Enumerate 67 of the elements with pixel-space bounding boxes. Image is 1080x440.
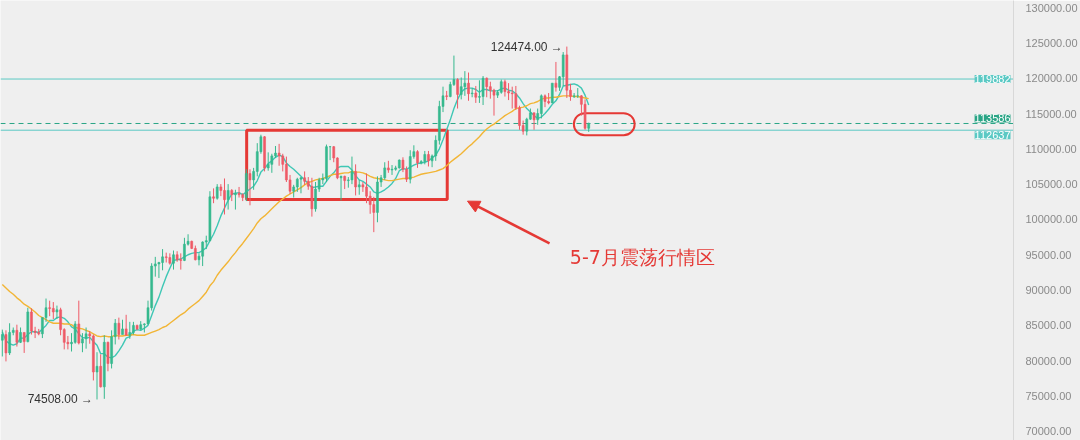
candlestick bbox=[248, 168, 252, 206]
candlestick bbox=[234, 189, 237, 211]
candlestick bbox=[354, 163, 357, 196]
candlestick bbox=[73, 320, 77, 345]
candlestick bbox=[95, 351, 99, 400]
candlestick bbox=[226, 183, 230, 211]
y-tick-label: 125000.00 bbox=[1025, 36, 1078, 49]
y-tick-label: 105000.00 bbox=[1025, 178, 1078, 191]
candlestick bbox=[532, 112, 536, 131]
candlestick bbox=[84, 327, 88, 350]
candlestick bbox=[99, 353, 102, 389]
candlestick bbox=[22, 331, 26, 354]
candlestick bbox=[223, 177, 226, 215]
y-tick-label: 70000.00 bbox=[1025, 425, 1072, 438]
y-tick-label: 90000.00 bbox=[1025, 284, 1072, 297]
annotation: 74508.00 → bbox=[27, 392, 94, 407]
candlestick bbox=[4, 329, 8, 362]
y-tick-label: 110000.00 bbox=[1025, 142, 1077, 155]
candlestick bbox=[168, 252, 172, 266]
candlestick bbox=[30, 307, 33, 336]
candlestick bbox=[543, 93, 547, 108]
candlestick bbox=[390, 164, 394, 176]
candlestick bbox=[266, 151, 270, 172]
candlestick bbox=[55, 305, 59, 320]
candlestick bbox=[270, 153, 274, 174]
candlestick bbox=[463, 70, 467, 97]
y-tick-label: 115000.00 bbox=[1025, 107, 1077, 120]
candlestick bbox=[365, 173, 368, 204]
candlestick bbox=[15, 324, 19, 348]
y-tick-label: 85000.00 bbox=[1025, 319, 1072, 332]
candlestick bbox=[201, 240, 204, 267]
candlestick bbox=[478, 79, 481, 104]
ref-line-label: 112637 bbox=[974, 129, 1011, 142]
candlestick bbox=[481, 75, 485, 106]
candlestick bbox=[237, 186, 241, 199]
candlestick bbox=[77, 300, 81, 345]
candlestick bbox=[510, 86, 514, 110]
candlestick bbox=[554, 61, 558, 93]
candlestick bbox=[299, 176, 303, 194]
candlestick bbox=[310, 177, 314, 218]
candlestick bbox=[561, 51, 565, 87]
candlestick bbox=[456, 77, 459, 110]
candlestick bbox=[470, 87, 474, 98]
candlestick bbox=[277, 143, 281, 167]
candlestick bbox=[179, 252, 183, 271]
annotation: 5-7月震荡行情区 bbox=[569, 245, 715, 268]
y-tick-label: 75000.00 bbox=[1025, 390, 1072, 403]
candlestick bbox=[1, 329, 4, 357]
candlestick bbox=[467, 72, 470, 102]
candlestick bbox=[161, 248, 164, 271]
y-tick-label: 95000.00 bbox=[1025, 248, 1072, 261]
ref-line-label: 113586 bbox=[974, 112, 1011, 125]
candlestick bbox=[576, 87, 580, 99]
candlestick bbox=[350, 156, 354, 185]
annotation: 124474.00 → bbox=[490, 39, 563, 54]
candlestick bbox=[172, 250, 175, 271]
candlestick bbox=[106, 341, 110, 372]
y-tick-label: 120000.00 bbox=[1025, 72, 1078, 85]
candlestick bbox=[339, 175, 343, 201]
candlestick bbox=[314, 181, 317, 213]
candlestick bbox=[572, 92, 576, 99]
candlestick bbox=[540, 93, 543, 119]
candlestick bbox=[8, 322, 11, 356]
y-tick-label: 100000.00 bbox=[1025, 213, 1078, 226]
y-tick-label: 80000.00 bbox=[1025, 354, 1072, 367]
y-tick-label: 130000.00 bbox=[1025, 1, 1078, 14]
ref-line-label: 119882 bbox=[974, 73, 1011, 86]
